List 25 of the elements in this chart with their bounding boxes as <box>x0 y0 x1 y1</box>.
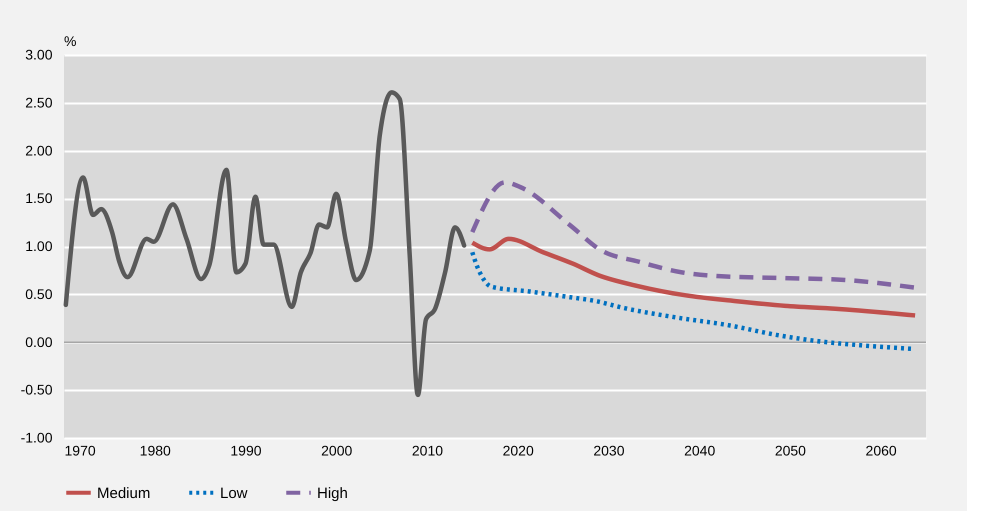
y-tick-label: -1.00 <box>20 430 53 446</box>
y-tick-label: 2.00 <box>25 142 53 158</box>
x-tick-label: 1980 <box>140 442 172 458</box>
x-tick-label: 2000 <box>321 442 352 458</box>
y-tick-label: 1.50 <box>25 190 53 206</box>
legend-label: Low <box>220 484 248 502</box>
x-tick-label: 2050 <box>774 442 806 458</box>
y-tick-label: 0.00 <box>25 334 53 350</box>
y-axis-title: % <box>64 33 76 49</box>
x-tick-label: 1970 <box>64 442 96 458</box>
x-tick-label: 2040 <box>684 442 716 458</box>
x-tick-label: 1990 <box>230 442 262 458</box>
legend-label: High <box>317 484 348 502</box>
legend-label: Medium <box>97 484 150 502</box>
x-tick-label: 2020 <box>502 442 534 458</box>
line-series <box>470 236 918 318</box>
line-series <box>64 90 466 398</box>
y-tick-label: 0.50 <box>25 286 53 302</box>
x-tick-label: 2010 <box>412 442 444 458</box>
y-tick-label: 1.00 <box>25 238 53 254</box>
y-tick-label: 3.00 <box>25 46 53 62</box>
y-tick-label: -0.50 <box>20 382 53 398</box>
x-tick-label: 2060 <box>866 442 897 458</box>
x-tick-label: 2030 <box>593 442 625 458</box>
y-tick-label: 2.50 <box>25 94 53 110</box>
